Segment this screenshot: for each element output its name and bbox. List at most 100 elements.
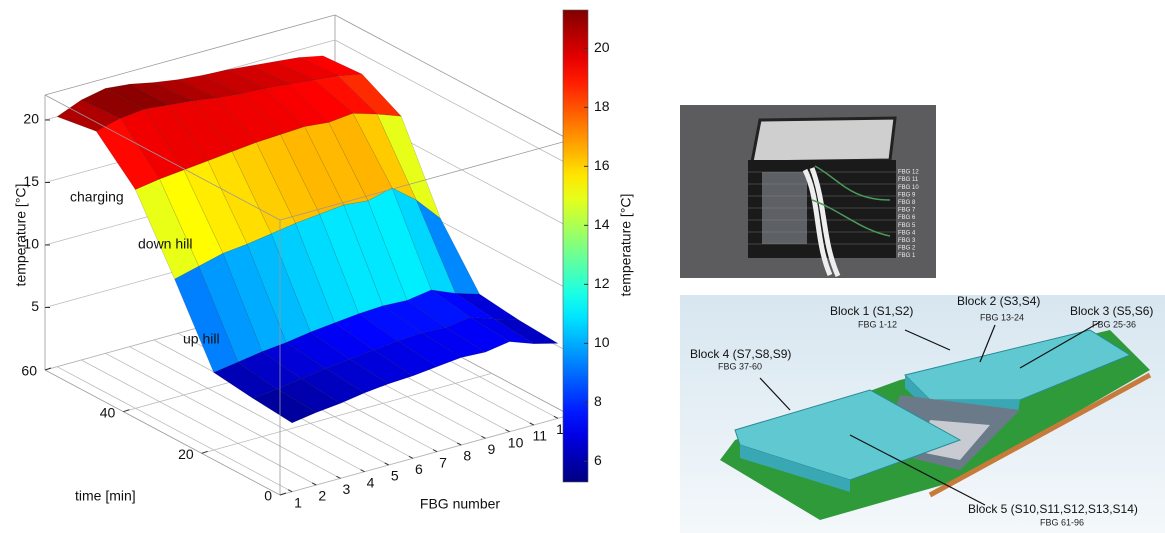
x-tick-label: 3 <box>343 481 351 497</box>
fbg-label: FBG 7 <box>898 208 916 214</box>
surface-plot: 51015200204060123456789101112 <box>21 14 572 510</box>
fbg-label: FBG 12 <box>898 170 919 176</box>
box-edge <box>44 369 281 496</box>
x-tick-label: 10 <box>508 434 524 450</box>
x-tick-label: 1 <box>294 494 302 510</box>
box-edge <box>44 14 336 96</box>
surface-patch <box>334 313 399 351</box>
fbg-label: FBG 1 <box>898 253 916 259</box>
colorbar-tick-label: 20 <box>594 39 610 55</box>
surface-patch <box>249 61 315 85</box>
colorbar-tick-label: 16 <box>594 157 610 173</box>
z-tick-label: 10 <box>23 236 39 252</box>
x-tick <box>287 489 293 493</box>
surface-patch <box>295 213 360 324</box>
colorbar-tick-label: 6 <box>594 452 602 468</box>
surface-patch <box>252 388 317 424</box>
grid-line <box>201 372 492 454</box>
fbg-label: FBG 10 <box>898 185 919 191</box>
fbg-label: FBG 3 <box>898 238 916 244</box>
colorbar-tick-label: 14 <box>594 216 610 232</box>
y-axis-label: time [min] <box>75 488 136 504</box>
fbg-label: FBG 2 <box>898 246 916 252</box>
z-tick-label: 20 <box>23 111 39 127</box>
x-tick-label: 2 <box>318 488 326 504</box>
block-label: Block 3 (S5,S6) <box>1070 304 1153 318</box>
x-axis-label: FBG number <box>420 496 500 512</box>
x-tick <box>360 469 365 473</box>
colorbar-tick-label: 10 <box>594 334 610 350</box>
y-tick-label: 40 <box>100 404 116 420</box>
block-label: Block 4 (S7,S8,S9) <box>690 347 791 361</box>
x-tick-label: 11 <box>532 428 547 444</box>
surface-patch <box>104 83 170 110</box>
x-tick <box>312 482 317 486</box>
grid-line <box>129 346 365 473</box>
box-edge <box>334 14 571 141</box>
fbg-label: FBG 8 <box>898 200 916 206</box>
annotation: charging <box>70 189 124 205</box>
render: Block 1 (S1,S2)FBG 1-12 Block 2 (S3,S4) FB… <box>680 294 1165 533</box>
fbg-label: FBG 5 <box>898 223 916 229</box>
block-label: Block 2 (S3,S4) <box>957 294 1040 308</box>
surface-patch <box>324 358 390 394</box>
surface-patch <box>276 378 341 413</box>
y-tick-label: 0 <box>264 488 272 504</box>
surface-patch <box>264 83 330 127</box>
surface-patch <box>309 322 375 360</box>
block-fbg: FBG 1-12 <box>858 319 897 329</box>
fbg-label: FBG 11 <box>898 177 919 183</box>
surface-patch <box>382 300 447 334</box>
colorbar <box>562 9 589 483</box>
y-tick-label: 20 <box>178 446 194 462</box>
x-tick <box>505 429 510 433</box>
x-tick-label: 9 <box>488 441 496 457</box>
x-tick-label: 5 <box>391 468 399 484</box>
block-fbg: FBG 61-96 <box>1040 517 1084 527</box>
block-label: Block 5 (S10,S11,S12,S13,S14) <box>968 502 1138 516</box>
fbg-label: FBG 6 <box>898 215 916 221</box>
grid-line <box>334 39 571 166</box>
x-tick <box>457 442 462 446</box>
block-fbg: FBG 13-24 <box>980 312 1024 322</box>
x-tick-label: 4 <box>367 474 375 490</box>
x-tick <box>432 449 438 453</box>
surface-patch <box>470 316 534 344</box>
colorbar-tick-label: 8 <box>594 393 602 409</box>
y-tick <box>44 367 52 371</box>
x-tick <box>384 462 389 466</box>
annotation: up hill <box>183 331 220 347</box>
fbg-label: FBG 9 <box>898 192 916 198</box>
x-tick-label: 6 <box>415 461 423 477</box>
grid-line <box>105 352 341 479</box>
box-edge <box>44 94 281 221</box>
z-axis-label: temperature [°C] <box>13 184 29 287</box>
x-tick <box>553 415 559 419</box>
block-label: Block 1 (S1,S2) <box>830 304 913 318</box>
z-tick-label: 15 <box>23 173 39 189</box>
y-tick <box>123 409 130 413</box>
surface-patch <box>358 305 423 342</box>
grid-line <box>56 366 293 493</box>
colorbar-tick-label: 12 <box>594 275 610 291</box>
y-tick <box>279 492 287 496</box>
box-edge <box>279 139 571 221</box>
y-tick-label: 60 <box>21 363 37 379</box>
x-tick <box>481 435 486 439</box>
block-fbg: FBG 37-60 <box>718 361 762 371</box>
x-tick <box>336 475 341 479</box>
surface-patch <box>177 75 243 99</box>
surface-patch <box>135 178 200 280</box>
annotation: down hill <box>138 236 192 252</box>
grid-line <box>81 359 317 486</box>
colorbar-tick-label: 18 <box>594 98 610 114</box>
colorbar-label: temperature [°C] <box>618 194 634 297</box>
y-tick <box>201 450 208 454</box>
surface-patch <box>95 118 160 190</box>
x-tick <box>408 455 414 459</box>
grid-line <box>279 414 571 496</box>
x-tick <box>529 422 534 426</box>
x-tick-label: 8 <box>463 448 471 464</box>
